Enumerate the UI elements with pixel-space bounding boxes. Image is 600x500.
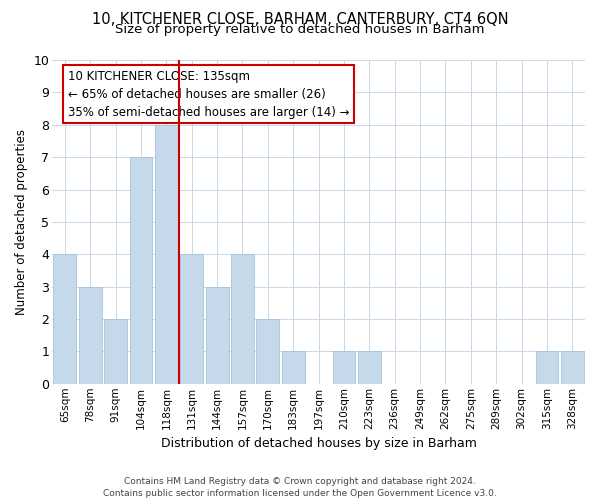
Bar: [256, 319, 279, 384]
X-axis label: Distribution of detached houses by size in Barham: Distribution of detached houses by size …: [161, 437, 476, 450]
Text: Size of property relative to detached houses in Barham: Size of property relative to detached ho…: [115, 22, 485, 36]
Bar: [358, 352, 381, 384]
Text: Contains HM Land Registry data © Crown copyright and database right 2024.
Contai: Contains HM Land Registry data © Crown c…: [103, 476, 497, 498]
Y-axis label: Number of detached properties: Number of detached properties: [15, 129, 28, 315]
Bar: [130, 157, 152, 384]
Bar: [282, 352, 305, 384]
Bar: [53, 254, 76, 384]
Bar: [155, 125, 178, 384]
Bar: [79, 286, 101, 384]
Bar: [104, 319, 127, 384]
Bar: [206, 286, 229, 384]
Bar: [332, 352, 355, 384]
Text: 10 KITCHENER CLOSE: 135sqm
← 65% of detached houses are smaller (26)
35% of semi: 10 KITCHENER CLOSE: 135sqm ← 65% of deta…: [68, 70, 350, 118]
Bar: [536, 352, 559, 384]
Bar: [561, 352, 584, 384]
Text: 10, KITCHENER CLOSE, BARHAM, CANTERBURY, CT4 6QN: 10, KITCHENER CLOSE, BARHAM, CANTERBURY,…: [92, 12, 508, 28]
Bar: [231, 254, 254, 384]
Bar: [181, 254, 203, 384]
